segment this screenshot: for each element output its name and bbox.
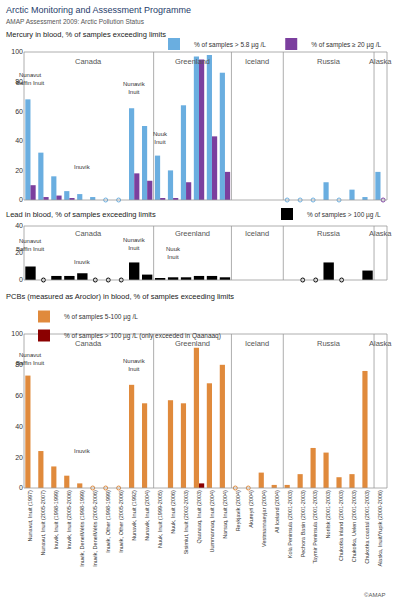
svg-text:Taymir Peninsula (2001-2003): Taymir Peninsula (2001-2003) [312, 490, 318, 564]
svg-text:NunavutBaffin Inuit: NunavutBaffin Inuit [16, 238, 45, 252]
svg-text:Chukotka inland (2001-2003): Chukotka inland (2001-2003) [338, 490, 344, 561]
svg-text:80: 80 [15, 78, 23, 85]
svg-text:Inuvik, Dene/Métis (2005-2006): Inuvik, Dene/Métis (2005-2006) [92, 490, 98, 567]
svg-text:Qaanaaq, Inuit (2003): Qaanaaq, Inuit (2003) [196, 490, 202, 544]
svg-text:Nuuk, Inuit (2006): Nuuk, Inuit (2006) [170, 490, 176, 534]
svg-text:Nunavut, Inuit (1997): Nunavut, Inuit (1997) [27, 490, 33, 542]
svg-text:Sisimiut, Inuit (2002-2003): Sisimiut, Inuit (2002-2003) [183, 490, 189, 554]
svg-text:AMAP Assessment 2009: Arctic P: AMAP Assessment 2009: Arctic Pollution S… [6, 18, 145, 25]
svg-text:NunavikInuit: NunavikInuit [123, 237, 146, 251]
svg-text:20: 20 [15, 167, 23, 174]
svg-text:Alaska: Alaska [369, 339, 392, 348]
svg-text:Iceland: Iceland [245, 339, 269, 348]
svg-text:Inuvik, Dene/Métis (1998-1999): Inuvik, Dene/Métis (1998-1999) [79, 490, 85, 567]
svg-text:Canada: Canada [75, 229, 102, 238]
svg-text:Canada: Canada [75, 57, 102, 66]
svg-text:Chukotka coastal (2001-2003): Chukotka coastal (2001-2003) [364, 490, 370, 564]
svg-text:NunavutBaffin Inuit: NunavutBaffin Inuit [16, 352, 45, 366]
svg-text:Alaska, Inuit/Yupik (2000-2006: Alaska, Inuit/Yupik (2000-2006) [377, 490, 383, 567]
svg-text:40: 40 [15, 137, 23, 144]
svg-text:0: 0 [19, 196, 23, 203]
svg-text:Inuvik, Inuit (2005-2006): Inuvik, Inuit (2005-2006) [66, 490, 72, 549]
svg-text:Lead in blood, % of samples ex: Lead in blood, % of samples exceeding li… [6, 210, 156, 219]
svg-text:Greenland: Greenland [175, 229, 210, 238]
svg-text:80: 80 [15, 361, 23, 368]
svg-text:60: 60 [15, 392, 23, 399]
svg-text:Mercury in blood, % of samples: Mercury in blood, % of samples exceeding… [6, 30, 166, 39]
svg-text:Iceland: Iceland [245, 229, 269, 238]
svg-text:Alaska: Alaska [369, 229, 392, 238]
svg-text:Inuvik, Other (1998-1999): Inuvik, Other (1998-1999) [105, 490, 111, 553]
svg-text:Greenland: Greenland [175, 339, 210, 348]
svg-text:Inuvik: Inuvik [74, 448, 91, 454]
svg-text:0: 0 [19, 484, 23, 491]
svg-text:Russia: Russia [317, 229, 341, 238]
svg-text:Russia: Russia [317, 57, 341, 66]
svg-text:Russia: Russia [317, 339, 341, 348]
svg-text:Pechora Basin (2001-2003): Pechora Basin (2001-2003) [300, 490, 306, 557]
svg-text:Inuvik, Inuit (1998-1999): Inuvik, Inuit (1998-1999) [53, 490, 59, 549]
svg-text:Arctic Monitoring and Assessme: Arctic Monitoring and Assessment Program… [6, 5, 191, 15]
svg-text:Greenland: Greenland [175, 57, 210, 66]
svg-text:NunavikInuit: NunavikInuit [123, 358, 146, 372]
svg-text:Inuvik: Inuvik [74, 164, 91, 170]
svg-text:% of samples 5-100 µg /L: % of samples 5-100 µg /L [64, 313, 138, 321]
svg-text:60: 60 [15, 108, 23, 115]
svg-text:20: 20 [15, 249, 23, 256]
svg-text:40: 40 [15, 222, 23, 229]
svg-text:Nunavut, Inuit (2005-2007): Nunavut, Inuit (2005-2007) [40, 490, 46, 556]
svg-text:Nuuk, Inuit (1999-2005): Nuuk, Inuit (1999-2005) [157, 490, 163, 548]
svg-text:% of samples ≥ 20 µg /L: % of samples ≥ 20 µg /L [311, 41, 381, 49]
svg-text:Inuvik, Other (2005-2006): Inuvik, Other (2005-2006) [118, 490, 124, 553]
svg-text:20: 20 [15, 454, 23, 461]
svg-text:NunavikInuit: NunavikInuit [123, 81, 146, 95]
svg-text:Inuvik: Inuvik [74, 259, 91, 265]
svg-text:All Iceland (2004): All Iceland (2004) [274, 490, 280, 533]
svg-text:Reykjavík (2004): Reykjavík (2004) [235, 490, 241, 531]
svg-text:0: 0 [19, 276, 23, 283]
svg-text:Canada: Canada [75, 339, 102, 348]
svg-text:PCBs (measured as Aroclor) in: PCBs (measured as Aroclor) in blood, % o… [6, 292, 234, 301]
svg-text:Akureyri (2004): Akureyri (2004) [248, 490, 254, 528]
svg-text:NuukInuit: NuukInuit [166, 246, 181, 260]
svg-text:40: 40 [15, 423, 23, 430]
svg-text:Uummannaq, Inuit (2004): Uummannaq, Inuit (2004) [209, 490, 215, 553]
svg-text:Norilsk (2001-2003): Norilsk (2001-2003) [325, 490, 331, 538]
svg-text:100: 100 [11, 330, 23, 337]
svg-text:% of samples > 5.8 µg /L: % of samples > 5.8 µg /L [194, 41, 266, 49]
svg-text:NuukInuit: NuukInuit [153, 131, 168, 145]
svg-text:Narsaq, Inuit (2004): Narsaq, Inuit (2004) [222, 490, 228, 539]
svg-text:Iceland: Iceland [245, 57, 269, 66]
svg-text:Vestmannaeyjar (2004): Vestmannaeyjar (2004) [261, 490, 267, 547]
svg-text:Chukotka, Uelen (2001-2003): Chukotka, Uelen (2001-2003) [351, 490, 357, 562]
svg-text:©AMAP: ©AMAP [364, 592, 385, 598]
svg-text:Alaska: Alaska [369, 57, 392, 66]
svg-text:Nunavik, Inuit (1992): Nunavik, Inuit (1992) [131, 490, 137, 541]
svg-text:% of samples > 100 µg /L (only: % of samples > 100 µg /L (only exceeded … [64, 332, 221, 340]
svg-text:% of samples > 100 µg /L: % of samples > 100 µg /L [307, 211, 381, 219]
svg-text:Kola Peninsula (2001-2003): Kola Peninsula (2001-2003) [287, 490, 293, 558]
svg-text:100: 100 [11, 48, 23, 55]
svg-text:NunavutBaffin Inuit: NunavutBaffin Inuit [16, 72, 45, 86]
svg-text:Nunavik, Inuit (2004): Nunavik, Inuit (2004) [144, 490, 150, 541]
